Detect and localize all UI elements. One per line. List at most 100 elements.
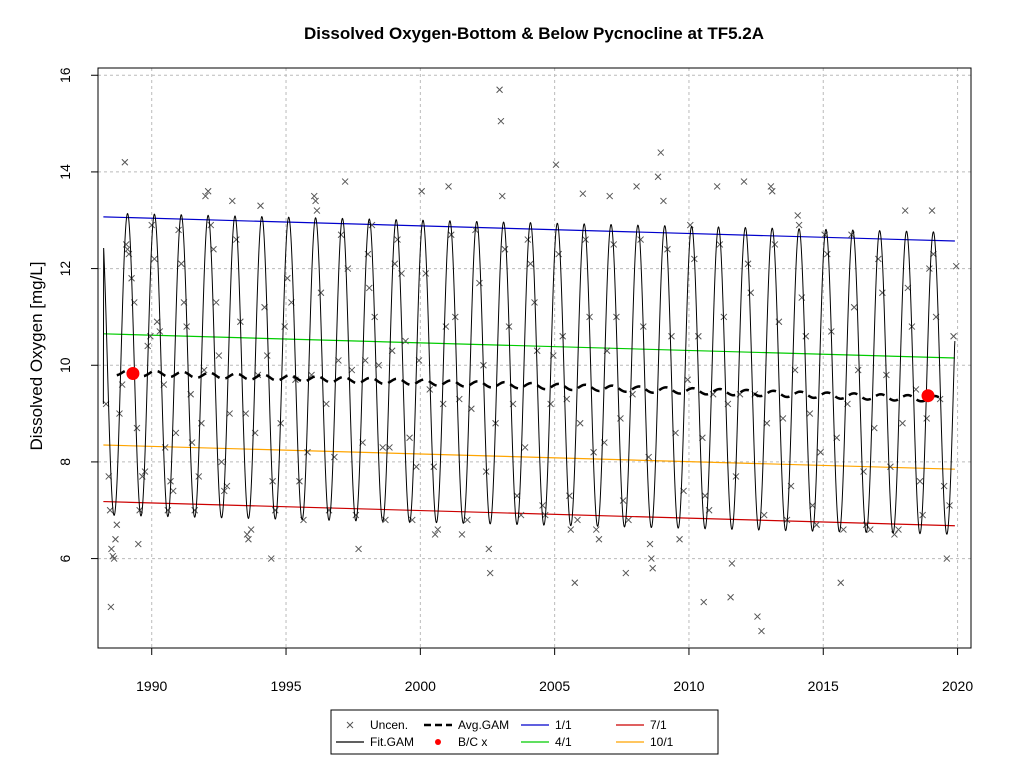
uncensored-point (232, 236, 240, 243)
fit-gam-series (102, 212, 956, 535)
uncensored-point (943, 555, 951, 562)
uncensored-point (539, 502, 546, 509)
y-tick-label: 16 (57, 67, 73, 83)
fit-gam-line (102, 212, 956, 535)
uncensored-point (779, 415, 787, 422)
uncensored-point (649, 564, 657, 572)
uncensored-point (713, 183, 721, 190)
uncensored-point (439, 400, 447, 408)
uncensored-point (619, 497, 627, 504)
uncensored-point (524, 236, 532, 243)
uncensored-point (854, 366, 862, 374)
uncensored-point (426, 386, 434, 393)
uncensored-point (501, 245, 509, 253)
legend-item-fit: Fit.GAM (336, 735, 414, 749)
uncensored-point (916, 477, 924, 485)
legend-label: 10/1 (650, 735, 674, 749)
uncensored-point (434, 526, 442, 533)
uncensored-point (950, 332, 957, 340)
uncensored-point (122, 241, 130, 248)
bc-points (126, 366, 935, 403)
uncensored-point (281, 323, 289, 330)
uncensored-point (195, 473, 203, 480)
uncensored-point (108, 545, 115, 553)
y-axis: 6 8 10 12 14 16 (57, 67, 98, 562)
uncensored-point (322, 400, 330, 408)
uncensored-point (175, 226, 182, 234)
uncensored-point (348, 366, 356, 374)
uncensored-point (899, 419, 906, 427)
uncensored-point (153, 318, 161, 326)
uncensored-point (567, 526, 575, 533)
uncensored-point (458, 531, 466, 538)
uncensored-point (113, 521, 121, 529)
legend-item-avg: Avg.GAM (424, 718, 509, 732)
uncensored-point (926, 265, 933, 272)
legend-item-p1: 1/1 (521, 718, 572, 732)
uncensored-point (106, 506, 114, 514)
uncensored-point (802, 332, 810, 340)
uncensored-point (919, 511, 927, 519)
uncensored-point (763, 419, 771, 427)
uncensored-point (312, 197, 319, 205)
y-tick-label: 8 (57, 458, 73, 466)
y-tick-label: 12 (57, 261, 73, 277)
uncensored-point (860, 468, 867, 475)
uncensored-point (728, 560, 736, 567)
percentile-line-p7_1 (103, 500, 955, 527)
uncensored-point (406, 434, 413, 442)
uncensored-point (758, 627, 765, 635)
uncensored-point (817, 448, 824, 456)
percentile-line-p4_1 (103, 333, 955, 359)
uncensored-point (701, 492, 709, 500)
uncensored-point (794, 212, 802, 219)
uncensored-point (579, 190, 587, 198)
uncensored-point (874, 255, 882, 263)
uncensored-point (895, 526, 902, 533)
uncensored-point (365, 284, 373, 292)
uncensored-point (200, 366, 208, 374)
uncensored-point (840, 526, 847, 533)
uncensored-point (442, 323, 450, 330)
uncensored-point (164, 506, 172, 514)
uncensored-point (430, 463, 438, 471)
uncensored-point (112, 535, 119, 543)
legend-item-uncen: Uncen. (346, 718, 408, 732)
uncensored-point (263, 352, 271, 359)
uncensored-point (218, 458, 225, 466)
uncensored-point (952, 262, 960, 270)
y-tick-label: 10 (57, 357, 73, 373)
avg-gam-series (116, 368, 943, 403)
uncensored-point (813, 521, 820, 529)
uncensored-point (547, 400, 554, 408)
uncensored-point (124, 245, 131, 253)
uncensored-point (202, 192, 209, 200)
legend-item-p7: 7/1 (616, 718, 667, 732)
uncensored-point (606, 192, 614, 200)
uncensored-point (313, 207, 321, 214)
uncensored-point (341, 178, 349, 185)
uncensored-point (497, 117, 505, 125)
uncensored-point (654, 173, 662, 181)
uncensored-point (747, 289, 755, 297)
uncensored-point (595, 535, 603, 543)
y-tick-label: 14 (57, 164, 73, 180)
uncensored-point (317, 289, 325, 297)
uncensored-point (375, 361, 383, 369)
uncensored-point (574, 516, 581, 524)
uncensored-point (177, 260, 185, 268)
uncensored-point (795, 221, 803, 229)
uncensored-point (172, 429, 180, 437)
uncensored-point (331, 453, 338, 461)
uncensored-point (533, 347, 541, 355)
uncensored-point (463, 516, 471, 524)
uncensored-point (695, 332, 702, 340)
percentile-line-p10_1 (103, 444, 955, 470)
uncensored-point (247, 526, 255, 533)
uncensored-point (837, 579, 845, 587)
uncensored-point (806, 410, 814, 417)
legend-label: 1/1 (555, 718, 572, 732)
uncensored-point (355, 545, 362, 553)
uncensored-point (418, 187, 426, 195)
uncensored-point (850, 303, 858, 311)
